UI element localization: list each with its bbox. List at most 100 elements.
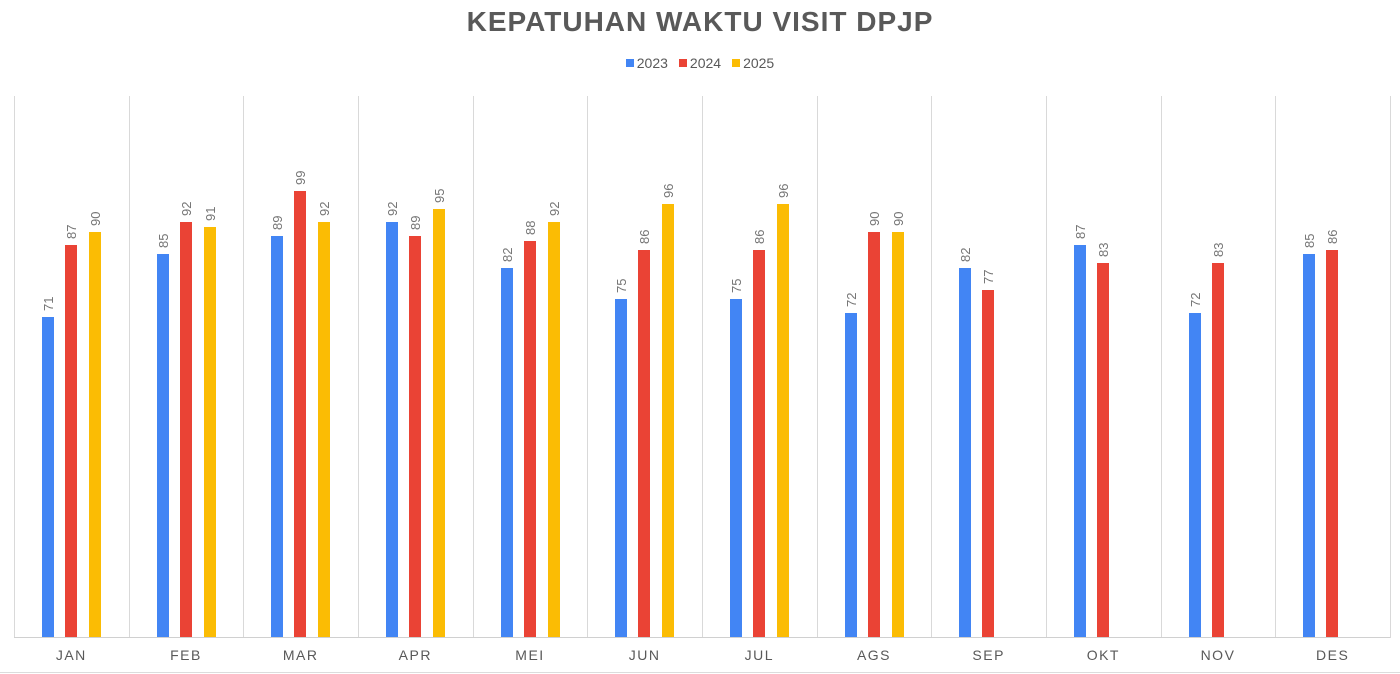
gridline xyxy=(129,96,130,638)
data-label: 89 xyxy=(270,215,286,231)
data-label: 92 xyxy=(385,201,400,217)
legend-label: 2024 xyxy=(689,55,722,71)
data-label: 87 xyxy=(64,224,79,240)
gridline xyxy=(817,96,818,638)
x-axis-label-jun: JUN xyxy=(628,647,661,663)
bar-2024-jul[interactable] xyxy=(753,249,765,638)
data-label: 82 xyxy=(499,247,515,262)
data-label: 83 xyxy=(1210,242,1226,258)
bar-2024-mei[interactable] xyxy=(523,240,536,638)
gridline xyxy=(358,96,359,638)
data-label: 75 xyxy=(614,278,630,294)
bar-2024-ags[interactable] xyxy=(867,231,880,638)
bar-2024-apr[interactable] xyxy=(409,236,421,638)
gridline xyxy=(931,96,932,638)
chart-title: KEPATUHAN WAKTU VISIT DPJP xyxy=(466,6,934,37)
data-label: 90 xyxy=(88,211,103,226)
data-label: 91 xyxy=(202,206,218,221)
x-axis-label-sep: SEP xyxy=(972,647,1005,663)
bar-2025-apr[interactable] xyxy=(433,208,445,638)
data-label: 89 xyxy=(408,215,423,231)
bar-2025-ags[interactable] xyxy=(891,231,904,638)
legend-label: 2025 xyxy=(743,55,775,71)
bar-2024-mar[interactable] xyxy=(294,190,307,638)
bar-2024-nov[interactable] xyxy=(1211,263,1224,638)
data-label: 90 xyxy=(866,211,882,226)
data-label: 99 xyxy=(293,170,309,185)
bar-2023-feb[interactable] xyxy=(156,254,169,638)
bar-2023-okt[interactable] xyxy=(1074,245,1086,638)
bar-2023-apr[interactable] xyxy=(386,222,398,638)
legend-item-2024[interactable]: 2024 xyxy=(678,55,722,71)
plot-area: 71 87 90 85 92 91 89 99 92 92 89 95 82 88 92 75 86 96 75 86… xyxy=(14,96,1391,638)
x-axis-label-okt: OKT xyxy=(1086,647,1120,663)
data-label: 96 xyxy=(776,183,791,199)
gridline xyxy=(702,96,703,638)
bar-2023-sep[interactable] xyxy=(959,267,972,638)
data-label: 86 xyxy=(637,229,653,244)
legend-swatch-icon xyxy=(678,59,687,67)
data-label: 92 xyxy=(317,201,333,217)
bar-2023-mar[interactable] xyxy=(271,236,284,638)
x-axis-label-nov: NOV xyxy=(1200,647,1236,663)
bar-2023-mei[interactable] xyxy=(500,267,513,638)
x-axis-label-apr: APR xyxy=(398,647,432,663)
x-axis-label-des: DES xyxy=(1316,647,1350,663)
bar-2025-jan[interactable] xyxy=(89,231,101,638)
bar-2023-jan[interactable] xyxy=(42,317,54,638)
bar-2023-jun[interactable] xyxy=(615,299,628,638)
bar-2024-jan[interactable] xyxy=(65,245,77,638)
data-label: 77 xyxy=(981,269,997,285)
x-axis-line xyxy=(14,637,1390,638)
gridline xyxy=(473,96,474,638)
bar-2024-okt[interactable] xyxy=(1097,263,1109,638)
x-axis-label-ags: AGS xyxy=(856,647,892,663)
data-label: 90 xyxy=(890,211,906,226)
bottom-divider xyxy=(0,672,1400,673)
bar-2024-sep[interactable] xyxy=(982,290,995,638)
data-label: 71 xyxy=(41,296,56,312)
data-label: 85 xyxy=(155,233,171,249)
x-axis-label-mei: MEI xyxy=(515,647,545,663)
data-label: 83 xyxy=(1096,242,1111,258)
bar-2025-mei[interactable] xyxy=(547,222,560,638)
bar-2024-feb[interactable] xyxy=(179,222,192,638)
chart-legend: 2023 2024 2025 xyxy=(0,55,1400,71)
data-label: 75 xyxy=(729,278,744,294)
data-label: 86 xyxy=(752,229,767,244)
data-label: 85 xyxy=(1302,233,1318,249)
bar-2025-jul[interactable] xyxy=(777,204,789,638)
x-axis-label-mar: MAR xyxy=(282,647,319,663)
bar-2025-mar[interactable] xyxy=(318,222,331,638)
data-label: 86 xyxy=(1325,229,1341,244)
data-label: 72 xyxy=(843,292,859,307)
bar-2025-jun[interactable] xyxy=(662,204,675,638)
legend-item-2025[interactable]: 2025 xyxy=(732,55,774,71)
gridline xyxy=(1275,96,1276,638)
data-label: 87 xyxy=(1073,224,1088,240)
data-label: 95 xyxy=(432,188,447,203)
bar-2024-jun[interactable] xyxy=(638,249,651,638)
gridline xyxy=(14,96,15,638)
bar-2023-nov[interactable] xyxy=(1188,312,1201,638)
data-label: 82 xyxy=(958,247,974,262)
data-label: 92 xyxy=(178,201,194,217)
x-axis-label-feb: FEB xyxy=(170,647,202,663)
bar-2023-des[interactable] xyxy=(1303,254,1316,638)
legend-swatch-icon xyxy=(625,59,634,67)
legend-item-2023[interactable]: 2023 xyxy=(625,55,668,71)
bar-2025-feb[interactable] xyxy=(203,226,216,638)
bar-2023-jul[interactable] xyxy=(730,299,742,638)
gridline xyxy=(1046,96,1047,638)
data-label: 88 xyxy=(522,220,538,235)
x-axis-label-jul: JUL xyxy=(744,647,775,663)
gridline xyxy=(1390,96,1391,638)
data-label: 96 xyxy=(661,183,677,199)
gridline xyxy=(243,96,244,638)
bar-2024-des[interactable] xyxy=(1326,249,1339,638)
data-label: 92 xyxy=(546,201,562,217)
data-label: 72 xyxy=(1187,292,1203,307)
legend-label: 2023 xyxy=(636,55,668,71)
bar-2023-ags[interactable] xyxy=(844,312,857,638)
gridline xyxy=(1161,96,1162,638)
